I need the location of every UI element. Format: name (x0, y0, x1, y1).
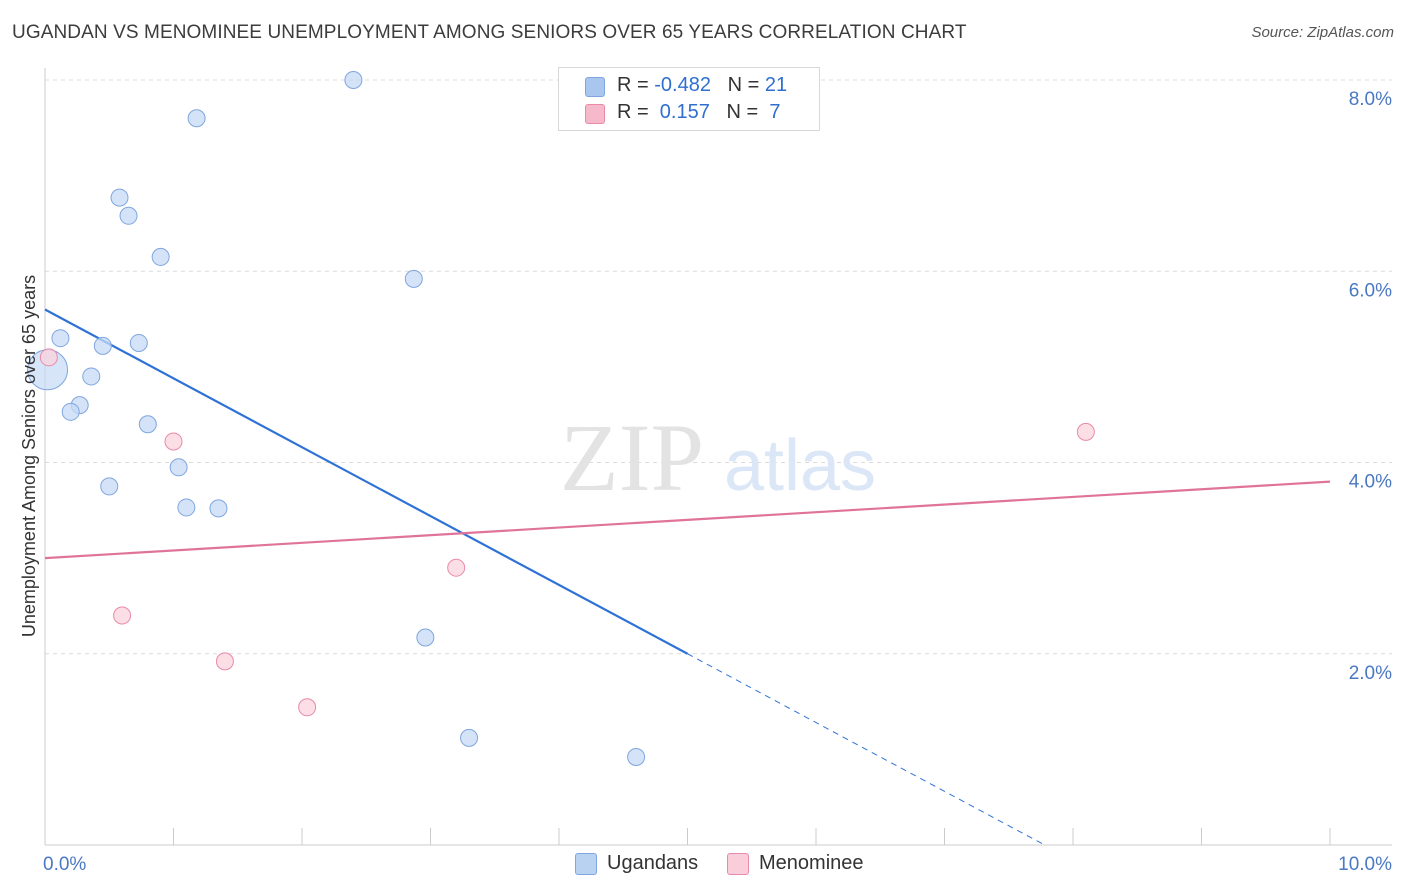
n-value: 7 (763, 101, 781, 123)
data-point-menominee (113, 606, 132, 625)
r-value: 0.157 (654, 101, 710, 123)
y-axis-label: Unemployment Among Seniors over 65 years (19, 275, 39, 637)
legend-text-ugandans: R = -0.482 N = 21 (617, 74, 787, 97)
watermark-atlas: atlas (724, 426, 876, 506)
legend-text-menominee: R = 0.157 N = 7 (617, 101, 780, 124)
data-point-ugandans (110, 188, 129, 207)
bottom-legend-label-ugandans: Ugandans (607, 852, 699, 874)
data-point-ugandans (460, 728, 479, 747)
r-label: R = (617, 101, 655, 123)
data-point-ugandans (344, 71, 363, 89)
chart-title: UGANDAN VS MENOMINEE UNEMPLOYMENT AMONG … (12, 22, 967, 43)
data-point-ugandans (138, 415, 157, 434)
trend-line-ugandans (44, 308, 689, 655)
data-point-ugandans (119, 206, 138, 225)
x-tick-label: 0.0% (43, 854, 86, 875)
data-point-menominee (39, 348, 58, 367)
data-point-ugandans (100, 477, 119, 496)
data-point-ugandans (93, 336, 112, 355)
data-point-menominee (215, 652, 234, 671)
watermark-zip: ZIP (560, 404, 704, 511)
data-point-menominee (298, 698, 317, 717)
grid-lines (45, 79, 1392, 655)
y-tick-label: 2.0% (1349, 663, 1392, 684)
legend-swatch-ugandans (585, 77, 605, 97)
y-tick-label: 8.0% (1349, 89, 1392, 110)
x-tick-label: 10.0% (1338, 854, 1392, 875)
data-point-menominee (1076, 422, 1095, 441)
data-point-ugandans (209, 499, 228, 518)
data-point-ugandans (416, 628, 435, 647)
bottom-legend-swatch-menominee (727, 853, 749, 875)
r-value: -0.482 (654, 74, 711, 96)
axes (44, 68, 1392, 846)
y-tick-label: 6.0% (1349, 280, 1392, 301)
data-point-ugandans (82, 367, 101, 386)
data-point-ugandans (177, 498, 196, 517)
data-point-ugandans (129, 333, 148, 352)
r-label: R = (617, 74, 655, 96)
watermark: ZIP atlas (560, 404, 876, 511)
data-point-ugandans (627, 748, 646, 767)
n-label: N = (726, 101, 764, 123)
data-point-ugandans (151, 247, 170, 266)
n-label: N = (727, 74, 765, 96)
tick-labels: 2.0% 4.0% 6.0% 8.0% 0.0% 10.0% (43, 89, 1392, 875)
legend-swatch-menominee (585, 104, 605, 124)
bottom-legend-swatch-ugandans (575, 853, 597, 875)
legend-row-menominee: R = 0.157 N = 7 (585, 101, 780, 127)
data-point-ugandans (51, 329, 70, 348)
trend-line-extension (687, 653, 1045, 846)
data-point-ugandans (187, 109, 206, 128)
data-point-ugandans (61, 402, 80, 421)
source-label: Source: ZipAtlas.com (1251, 24, 1394, 41)
trend-lines (44, 308, 1331, 846)
n-value: 21 (764, 74, 788, 96)
y-tick-label: 4.0% (1349, 472, 1392, 493)
legend-row-ugandans: R = -0.482 N = 21 (585, 74, 787, 100)
correlation-legend: R = -0.482 N = 21 R = 0.157 N = 7 (558, 67, 820, 131)
data-point-menominee (447, 558, 466, 577)
data-point-menominee (164, 432, 183, 451)
bottom-legend-label-menominee: Menominee (759, 852, 864, 874)
trend-line-menominee (44, 480, 1331, 560)
data-point-ugandans (169, 458, 188, 477)
data-point-ugandans (404, 269, 423, 288)
data-points (27, 71, 1095, 767)
